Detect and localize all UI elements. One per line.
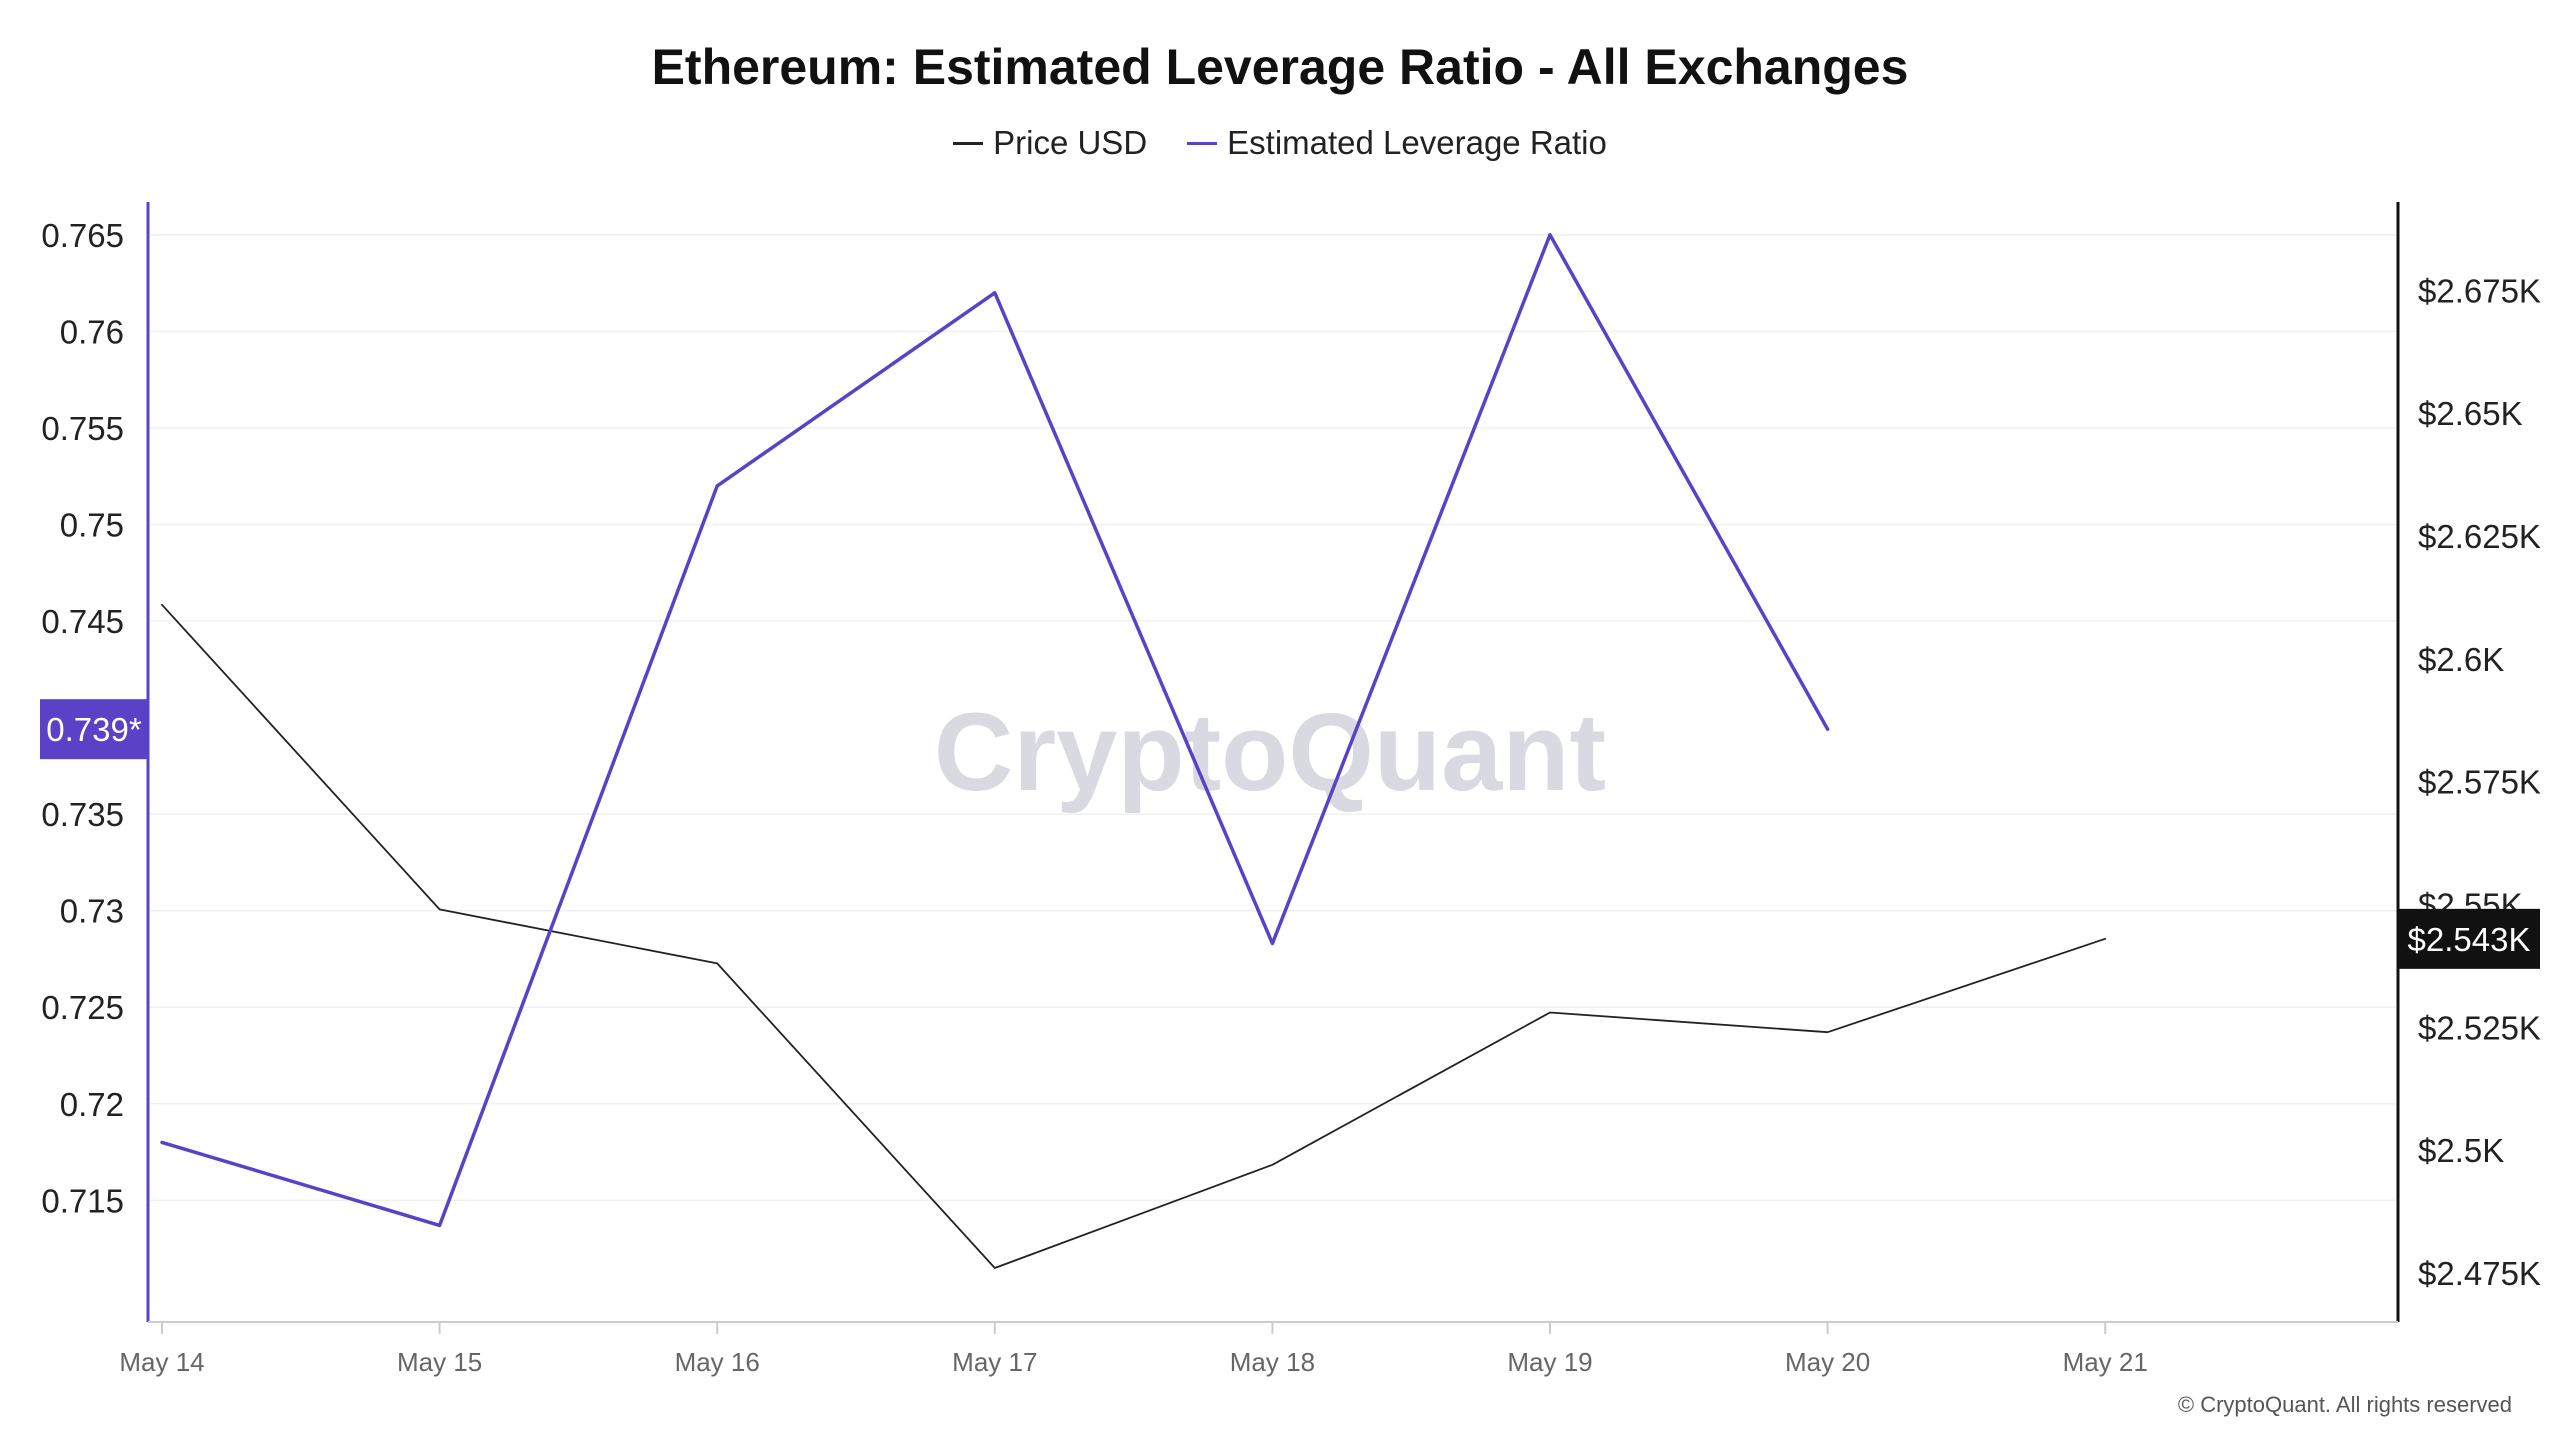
left-tick-label: 0.735 (41, 796, 124, 833)
x-tick-label: May 16 (675, 1347, 760, 1377)
legend-item-leverage-ratio[interactable]: Estimated Leverage Ratio (1187, 124, 1607, 162)
right-tick-label: $2.625K (2418, 518, 2541, 555)
left-tick-label: 0.745 (41, 603, 124, 640)
x-tick-label: May 18 (1230, 1347, 1315, 1377)
left-current-value-label: 0.739* (46, 711, 142, 748)
chart-title: Ethereum: Estimated Leverage Ratio - All… (651, 39, 1909, 95)
series-lines (160, 233, 2107, 1269)
x-tick-label: May 20 (1785, 1347, 1870, 1377)
x-tick-label: May 17 (952, 1347, 1037, 1377)
left-tick-label: 0.725 (41, 989, 124, 1026)
right-tick-label: $2.575K (2418, 764, 2541, 801)
left-tick-label: 0.765 (41, 217, 124, 254)
right-tick-label: $2.675K (2418, 272, 2541, 309)
left-axis-ticks: 0.765 0.76 0.755 0.75 0.745 0.735 0.73 0.725 0.7… (41, 217, 124, 1220)
right-axis-ticks: $2.675K$2.65K$2.625K$2.6K$2.575K$2.55K$2… (2418, 272, 2541, 1291)
legend-swatch-leverage-ratio (1187, 141, 1218, 145)
legend-label-leverage-ratio: Estimated Leverage Ratio (1227, 124, 1607, 161)
left-tick-label: 0.75 (60, 506, 124, 543)
x-tick-label: May 19 (1507, 1347, 1592, 1377)
left-tick-label: 0.76 (60, 313, 124, 350)
right-tick-label: $2.6K (2418, 641, 2504, 678)
left-tick-label: 0.715 (41, 1182, 124, 1219)
right-current-value-bg (2398, 908, 2540, 969)
left-current-value-bg (40, 699, 148, 760)
left-current-value-badge: 0.739* (40, 699, 148, 760)
right-tick-label: $2.65K (2418, 395, 2523, 432)
right-current-value-badge: $2.543K (2398, 908, 2540, 969)
series-line-leverage-ratio (160, 233, 1830, 1228)
legend-label-price-usd: Price USD (993, 124, 1148, 161)
right-tick-label: $2.5K (2418, 1132, 2504, 1169)
legend-item-price-usd[interactable]: Price USD (953, 124, 1147, 162)
watermark: CryptoQuant (934, 691, 1606, 814)
series-line-price-usd (161, 603, 2107, 1269)
right-tick-label: $2.525K (2418, 1009, 2541, 1046)
x-tick-label: May 21 (2063, 1347, 2148, 1377)
left-tick-label: 0.755 (41, 410, 124, 447)
left-tick-label: 0.73 (60, 893, 124, 930)
x-tick-label: May 14 (119, 1347, 204, 1377)
right-current-value-label: $2.543K (2408, 921, 2531, 958)
right-tick-label: $2.475K (2418, 1255, 2541, 1292)
legend: Price USD Estimated Leverage Ratio (0, 124, 2560, 162)
grid-lines (150, 234, 2396, 1202)
copyright-notice: © CryptoQuant. All rights reserved (2177, 1392, 2512, 1417)
left-tick-label: 0.72 (60, 1086, 124, 1123)
legend-swatch-price-usd (953, 141, 984, 145)
x-axis-ticks: May 14 May 15 May 16 May 17 May 18 May 19 May … (119, 1322, 2148, 1377)
x-tick-label: May 15 (397, 1347, 482, 1377)
